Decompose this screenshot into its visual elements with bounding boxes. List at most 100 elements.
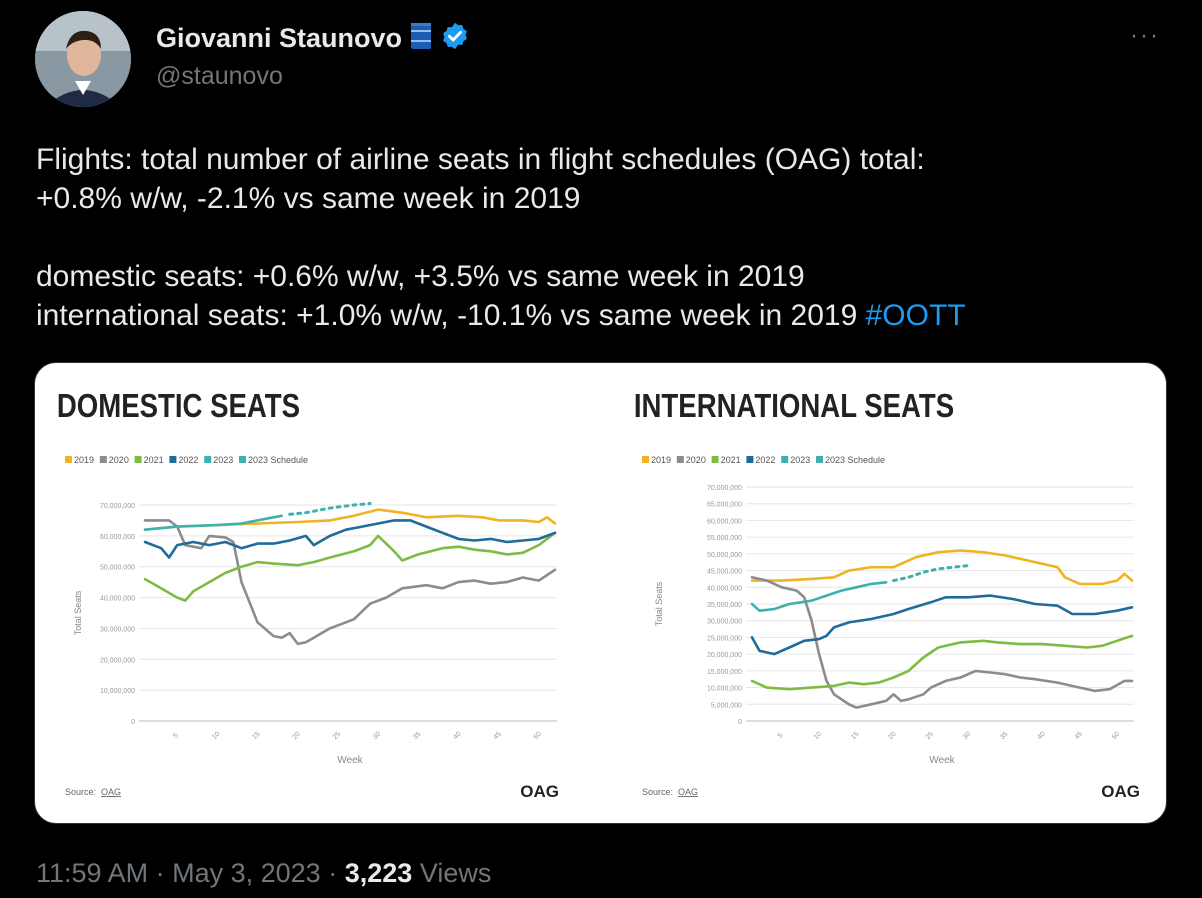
y-axis-label: Total Seats: [654, 581, 664, 626]
more-options-icon[interactable]: ···: [1130, 22, 1160, 49]
author-name-row: Giovanni Staunovo: [156, 21, 470, 56]
x-tick-label: 20: [291, 731, 302, 742]
legend-label: 2020: [686, 455, 706, 465]
y-tick-label: 0: [131, 719, 135, 726]
series-line-2019: [750, 549, 1134, 586]
series-line-2023: [143, 514, 283, 531]
y-tick-label: 35,000,000: [707, 602, 742, 609]
y-tick-label: 10,000,000: [100, 688, 135, 695]
tweet-line-2: +0.8% w/w, -2.1% vs same week in 2019: [36, 182, 581, 215]
legend-label: 2020: [109, 455, 129, 465]
legend-label: 2022: [755, 455, 775, 465]
y-tick-label: 70,000,000: [100, 503, 135, 510]
y-tick-label: 70,000,000: [707, 485, 742, 492]
x-axis-label: Week: [929, 755, 955, 766]
tweet-date[interactable]: May 3, 2023: [172, 858, 321, 888]
hashtag-link[interactable]: #OOTT: [865, 299, 966, 332]
x-tick-label: 25: [332, 731, 343, 742]
x-axis-label: Week: [337, 755, 363, 766]
oil-barrel-icon: [408, 21, 434, 56]
chart-title: DOMESTIC SEATS: [57, 388, 300, 425]
legend-swatch: [642, 456, 649, 463]
avatar[interactable]: [35, 11, 131, 107]
author-name[interactable]: Giovanni Staunovo: [156, 23, 403, 53]
x-tick-label: 40: [1036, 731, 1047, 742]
avatar-image: [35, 11, 131, 107]
series-line-2023: [750, 581, 888, 612]
tweet-line-3: domestic seats: +0.6% w/w, +3.5% vs same…: [36, 260, 805, 293]
x-tick-label: 35: [999, 731, 1010, 742]
legend-label: 2023: [790, 455, 810, 465]
x-tick-label: 30: [962, 731, 973, 742]
series-line-2022: [750, 594, 1134, 656]
series-line-2021: [143, 531, 557, 602]
legend-swatch: [204, 456, 212, 463]
y-tick-label: 5,000,000: [711, 702, 742, 709]
y-axis-label: Total Seats: [73, 590, 83, 635]
y-tick-label: 15,000,000: [707, 669, 742, 676]
y-tick-label: 60,000,000: [100, 534, 135, 541]
series-line-2023-schedule: [892, 564, 970, 583]
x-tick-label: 10: [211, 731, 222, 742]
x-tick-label: 15: [251, 731, 262, 742]
oag-logo: OAG: [520, 782, 559, 801]
x-tick-label: 40: [452, 731, 463, 742]
legend-swatch: [781, 456, 789, 463]
x-tick-label: 50: [533, 731, 544, 742]
chart-title: INTERNATIONAL SEATS: [634, 388, 954, 425]
y-tick-label: 60,000,000: [707, 518, 742, 525]
tweet-meta: 11:59 AM · May 3, 2023 · 3,223 Views: [36, 858, 491, 889]
legend-swatch: [711, 456, 719, 463]
legend-swatch: [169, 456, 177, 463]
chart-domestic: DOMESTIC SEATS 2019 2020 2021 2022 2023 2023 S…: [57, 388, 559, 801]
x-tick-label: 45: [1074, 731, 1085, 742]
legend-swatch: [239, 456, 246, 463]
legend-label: 2022: [178, 455, 198, 465]
views-label: Views: [419, 858, 492, 888]
legend-swatch: [746, 456, 754, 463]
legend-label: 2021: [721, 455, 741, 465]
y-tick-label: 20,000,000: [707, 652, 742, 659]
verified-badge-icon: [440, 21, 470, 56]
meta-separator: ·: [155, 858, 165, 888]
legend-label: 2023 Schedule: [248, 455, 308, 465]
x-tick-label: 5: [172, 732, 180, 740]
legend-swatch: [816, 456, 823, 463]
series-line-2021: [750, 634, 1134, 691]
chart-international: INTERNATIONAL SEATS 2019 2020 2021 2022 2023 2…: [634, 388, 1140, 801]
oag-logo: OAG: [1101, 782, 1140, 801]
y-tick-label: 0: [738, 719, 742, 726]
source-label: Source:: [65, 787, 96, 797]
legend-swatch: [65, 456, 72, 463]
tweet-media-image[interactable]: DOMESTIC SEATS 2019 2020 2021 2022 2023 2023 S…: [34, 362, 1167, 824]
legend-label: 2021: [144, 455, 164, 465]
y-tick-label: 50,000,000: [707, 552, 742, 559]
y-tick-label: 20,000,000: [100, 657, 135, 664]
x-tick-label: 15: [850, 731, 861, 742]
legend-swatch: [99, 456, 107, 463]
y-tick-label: 55,000,000: [707, 535, 742, 542]
y-tick-label: 40,000,000: [100, 596, 135, 603]
x-tick-label: 10: [813, 731, 824, 742]
legend-label: 2023: [213, 455, 233, 465]
legend-label: 2019: [651, 455, 671, 465]
y-tick-label: 65,000,000: [707, 502, 742, 509]
series-line-2020: [750, 576, 1134, 709]
tweet-line-4: international seats: +1.0% w/w, -10.1% v…: [36, 296, 1166, 335]
meta-separator: ·: [328, 858, 338, 888]
tweet-line-1: Flights: total number of airline seats i…: [36, 143, 925, 176]
author-handle[interactable]: @staunovo: [156, 62, 283, 90]
y-tick-label: 30,000,000: [707, 619, 742, 626]
series-line-2022: [143, 519, 557, 559]
tweet-time[interactable]: 11:59 AM: [36, 858, 149, 888]
x-tick-label: 45: [492, 731, 503, 742]
legend-swatch: [134, 456, 142, 463]
x-tick-label: 20: [887, 731, 898, 742]
legend-label: 2023 Schedule: [825, 455, 885, 465]
x-tick-label: 25: [925, 731, 936, 742]
series-line-2020: [143, 519, 557, 646]
x-tick-label: 35: [412, 731, 423, 742]
y-tick-label: 45,000,000: [707, 569, 742, 576]
tweet-line-4-text: international seats: +1.0% w/w, -10.1% v…: [36, 299, 858, 332]
